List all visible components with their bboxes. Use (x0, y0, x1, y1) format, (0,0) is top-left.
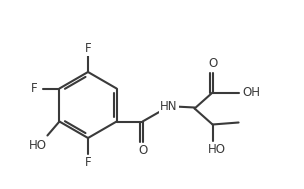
Text: HO: HO (208, 143, 226, 156)
Text: HO: HO (28, 139, 47, 152)
Text: HN: HN (160, 100, 177, 113)
Text: F: F (85, 156, 91, 170)
Text: F: F (85, 42, 91, 54)
Text: OH: OH (243, 86, 261, 99)
Text: F: F (31, 82, 38, 95)
Text: O: O (138, 144, 147, 157)
Text: O: O (208, 57, 217, 70)
